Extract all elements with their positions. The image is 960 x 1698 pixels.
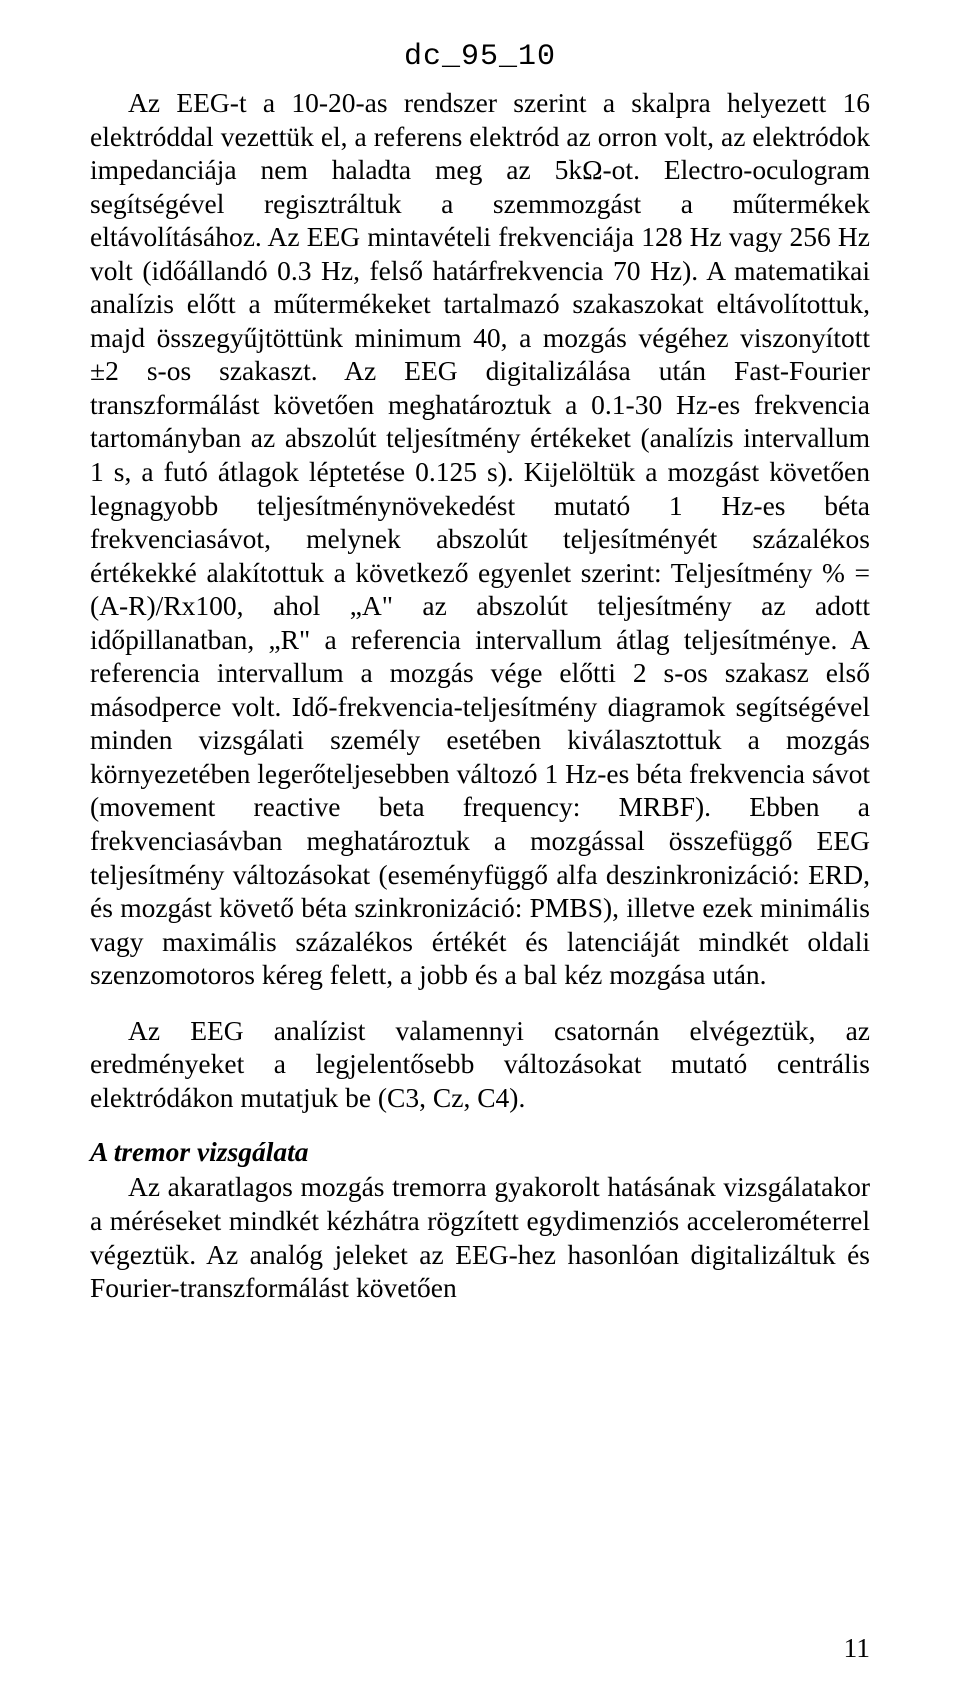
paragraph-3: Az akaratlagos mozgás tremorra gyakorolt… — [90, 1170, 870, 1304]
page-number: 11 — [844, 1632, 870, 1664]
paragraph-1-text: Az EEG-t a 10-20-as rendszer szerint a s… — [90, 87, 870, 990]
section-title: A tremor vizsgálata — [90, 1136, 870, 1168]
paragraph-3-text: Az akaratlagos mozgás tremorra gyakorolt… — [90, 1171, 870, 1303]
header-code: dc_95_10 — [90, 40, 870, 74]
paragraph-1: Az EEG-t a 10-20-as rendszer szerint a s… — [90, 86, 870, 992]
paragraph-2: Az EEG analízist valamennyi csatornán el… — [90, 1014, 870, 1115]
